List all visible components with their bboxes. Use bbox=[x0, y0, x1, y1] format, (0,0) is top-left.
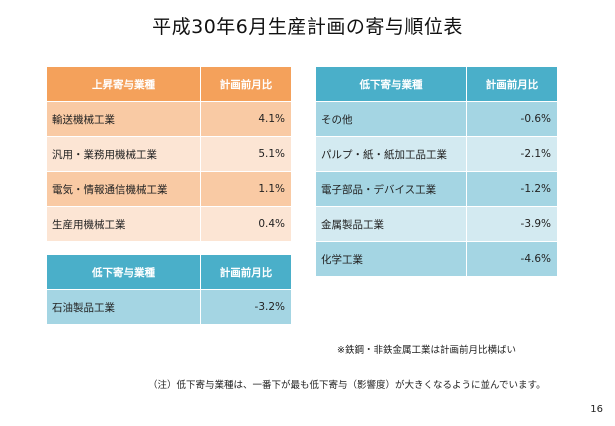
industry-name: 石油製品工業 bbox=[47, 290, 200, 324]
header-industry: 低下寄与業種 bbox=[316, 67, 466, 101]
page-number: 16 bbox=[590, 404, 603, 415]
industry-name: その他 bbox=[316, 102, 466, 136]
table-row: 汎用・業務用機械工業 5.1% bbox=[47, 137, 291, 171]
table-row: 輸送機械工業 4.1% bbox=[47, 102, 291, 136]
industry-name: 生産用機械工業 bbox=[47, 207, 200, 241]
table-header: 低下寄与業種 計画前月比 bbox=[316, 67, 557, 101]
industry-name: 輸送機械工業 bbox=[47, 102, 200, 136]
industry-name: 電子部品・デバイス工業 bbox=[316, 172, 466, 206]
table-row: 電子部品・デバイス工業 -1.2% bbox=[316, 172, 557, 206]
down-contribution-table-left: 低下寄与業種 計画前月比 石油製品工業 -3.2% bbox=[47, 255, 291, 325]
table-row: その他 -0.6% bbox=[316, 102, 557, 136]
ordering-footnote: （注）低下寄与業種は、一番下が最も低下寄与（影響度）が大きくなるように並んでいま… bbox=[148, 380, 546, 391]
mom-value: 0.4% bbox=[201, 207, 291, 241]
mom-value: -4.6% bbox=[467, 242, 557, 276]
industry-name: 金属製品工業 bbox=[316, 207, 466, 241]
table-row: 石油製品工業 -3.2% bbox=[47, 290, 291, 324]
header-industry: 低下寄与業種 bbox=[47, 255, 200, 289]
mom-value: 4.1% bbox=[201, 102, 291, 136]
table-header: 上昇寄与業種 計画前月比 bbox=[47, 67, 291, 101]
mom-value: -0.6% bbox=[467, 102, 557, 136]
header-mom-plan: 計画前月比 bbox=[467, 67, 557, 101]
table-header: 低下寄与業種 計画前月比 bbox=[47, 255, 291, 289]
down-contribution-table-right: 低下寄与業種 計画前月比 その他 -0.6% パルプ・紙・紙加工品工業 -2.1… bbox=[316, 67, 557, 277]
up-contribution-table: 上昇寄与業種 計画前月比 輸送機械工業 4.1% 汎用・業務用機械工業 5.1%… bbox=[47, 67, 291, 242]
industry-name: 汎用・業務用機械工業 bbox=[47, 137, 200, 171]
mom-value: -3.9% bbox=[467, 207, 557, 241]
table-row: 金属製品工業 -3.9% bbox=[316, 207, 557, 241]
table-row: パルプ・紙・紙加工品工業 -2.1% bbox=[316, 137, 557, 171]
table-row: 化学工業 -4.6% bbox=[316, 242, 557, 276]
industry-name: 化学工業 bbox=[316, 242, 466, 276]
industry-name: 電気・情報通信機械工業 bbox=[47, 172, 200, 206]
mom-value: -1.2% bbox=[467, 172, 557, 206]
header-mom-plan: 計画前月比 bbox=[201, 67, 291, 101]
slide-title: 平成30年6月生産計画の寄与順位表 bbox=[152, 16, 463, 38]
table-row: 電気・情報通信機械工業 1.1% bbox=[47, 172, 291, 206]
steel-note: ※鉄鋼・非鉄金属工業は計画前月比横ばい bbox=[337, 345, 516, 356]
mom-value: 5.1% bbox=[201, 137, 291, 171]
mom-value: -3.2% bbox=[201, 290, 291, 324]
industry-name: パルプ・紙・紙加工品工業 bbox=[316, 137, 466, 171]
table-row: 生産用機械工業 0.4% bbox=[47, 207, 291, 241]
mom-value: 1.1% bbox=[201, 172, 291, 206]
mom-value: -2.1% bbox=[467, 137, 557, 171]
header-industry: 上昇寄与業種 bbox=[47, 67, 200, 101]
header-mom-plan: 計画前月比 bbox=[201, 255, 291, 289]
